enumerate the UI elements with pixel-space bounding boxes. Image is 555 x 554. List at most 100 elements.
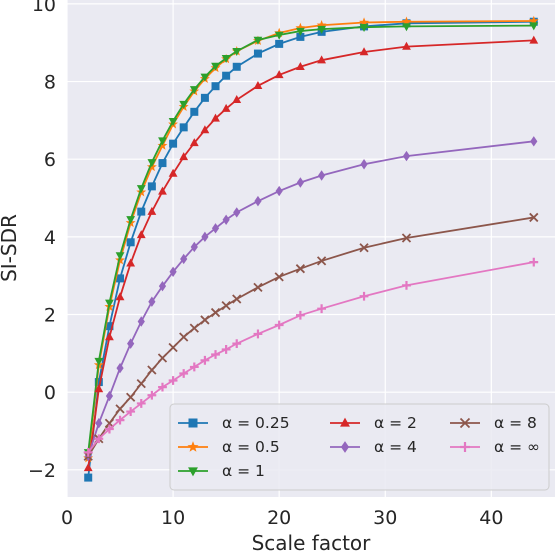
data-point bbox=[147, 206, 157, 215]
data-point bbox=[253, 49, 262, 58]
series-layer bbox=[83, 15, 539, 482]
legend-entry: α = 2 bbox=[330, 414, 417, 432]
data-point bbox=[179, 100, 189, 109]
data-point bbox=[148, 296, 156, 307]
data-point bbox=[402, 41, 411, 50]
data-point bbox=[274, 272, 284, 282]
data-point bbox=[316, 256, 327, 266]
data-point bbox=[187, 441, 199, 452]
data-point bbox=[460, 442, 470, 452]
data-point bbox=[296, 177, 304, 188]
y-tick-label: 8 bbox=[44, 72, 56, 94]
data-point bbox=[126, 407, 136, 416]
data-point bbox=[528, 15, 539, 26]
data-point bbox=[115, 292, 125, 301]
data-point bbox=[94, 384, 104, 393]
data-point bbox=[232, 294, 242, 304]
y-axis-label: SI-SDR bbox=[0, 214, 21, 282]
legend-label: α = 0.5 bbox=[222, 438, 280, 456]
data-point bbox=[83, 447, 93, 457]
data-point bbox=[189, 138, 199, 147]
legend-label: α = 1 bbox=[222, 462, 265, 480]
data-point bbox=[95, 418, 103, 429]
data-point bbox=[275, 185, 283, 197]
data-point bbox=[211, 82, 220, 91]
data-point bbox=[232, 94, 242, 103]
data-point bbox=[147, 182, 156, 191]
legend: α = 0.25 α = 0.5 α = 1 α = 2 α = 4 α = 8 α = ∞ bbox=[169, 403, 550, 491]
data-point bbox=[200, 73, 210, 82]
data-point bbox=[179, 332, 189, 342]
data-point bbox=[318, 170, 326, 181]
data-point bbox=[158, 186, 167, 195]
data-point bbox=[317, 25, 327, 34]
series-line bbox=[87, 140, 534, 457]
data-point bbox=[359, 47, 369, 56]
data-point bbox=[158, 280, 167, 292]
data-point bbox=[210, 307, 221, 318]
series-line bbox=[87, 261, 534, 453]
data-point bbox=[211, 62, 220, 71]
data-point bbox=[105, 390, 114, 402]
data-point bbox=[275, 39, 284, 48]
data-point bbox=[211, 350, 220, 359]
data-point bbox=[232, 48, 242, 57]
data-point bbox=[137, 207, 146, 216]
data-point bbox=[295, 61, 305, 70]
data-point bbox=[200, 315, 210, 325]
data-point bbox=[232, 339, 242, 349]
data-point bbox=[179, 123, 188, 132]
data-point bbox=[529, 257, 539, 267]
data-point bbox=[274, 320, 284, 330]
data-point bbox=[105, 424, 114, 434]
data-point bbox=[179, 152, 189, 161]
data-point bbox=[105, 332, 114, 341]
data-point bbox=[459, 417, 471, 429]
data-point bbox=[295, 22, 306, 33]
data-point bbox=[200, 93, 209, 102]
data-point bbox=[126, 258, 136, 267]
data-point bbox=[126, 216, 136, 225]
data-point bbox=[211, 223, 220, 234]
data-point bbox=[402, 150, 411, 162]
y-tick-label: 4 bbox=[44, 227, 56, 249]
y-tick-label: 6 bbox=[44, 149, 56, 171]
data-point bbox=[222, 71, 231, 80]
data-point bbox=[168, 342, 178, 353]
data-point bbox=[126, 392, 136, 402]
data-point bbox=[530, 136, 538, 147]
data-point bbox=[189, 86, 199, 95]
data-point bbox=[316, 20, 327, 30]
data-point bbox=[201, 231, 209, 243]
series-group bbox=[83, 212, 539, 461]
series-line bbox=[87, 20, 534, 459]
x-tick-label: 0 bbox=[61, 507, 73, 529]
data-point bbox=[158, 382, 167, 392]
data-point bbox=[221, 345, 231, 354]
data-point bbox=[168, 376, 178, 385]
data-point bbox=[222, 214, 230, 225]
data-point bbox=[136, 185, 146, 194]
data-point bbox=[232, 62, 241, 71]
data-point bbox=[221, 300, 231, 311]
legend-entry: α = 1 bbox=[178, 462, 265, 480]
data-point bbox=[529, 22, 539, 31]
data-point bbox=[200, 355, 210, 365]
series-group bbox=[84, 136, 538, 462]
data-point bbox=[188, 418, 198, 428]
data-point bbox=[94, 357, 104, 366]
data-point bbox=[211, 113, 220, 122]
data-point bbox=[179, 369, 189, 378]
data-point bbox=[94, 378, 103, 387]
data-point bbox=[233, 207, 241, 218]
legend-label: α = 8 bbox=[494, 414, 537, 432]
data-point bbox=[180, 253, 188, 265]
data-point bbox=[137, 316, 145, 327]
data-point bbox=[126, 238, 135, 247]
data-point bbox=[127, 338, 135, 349]
data-point bbox=[529, 212, 539, 223]
data-point bbox=[169, 266, 177, 277]
data-point bbox=[295, 264, 306, 274]
data-point bbox=[147, 390, 157, 400]
